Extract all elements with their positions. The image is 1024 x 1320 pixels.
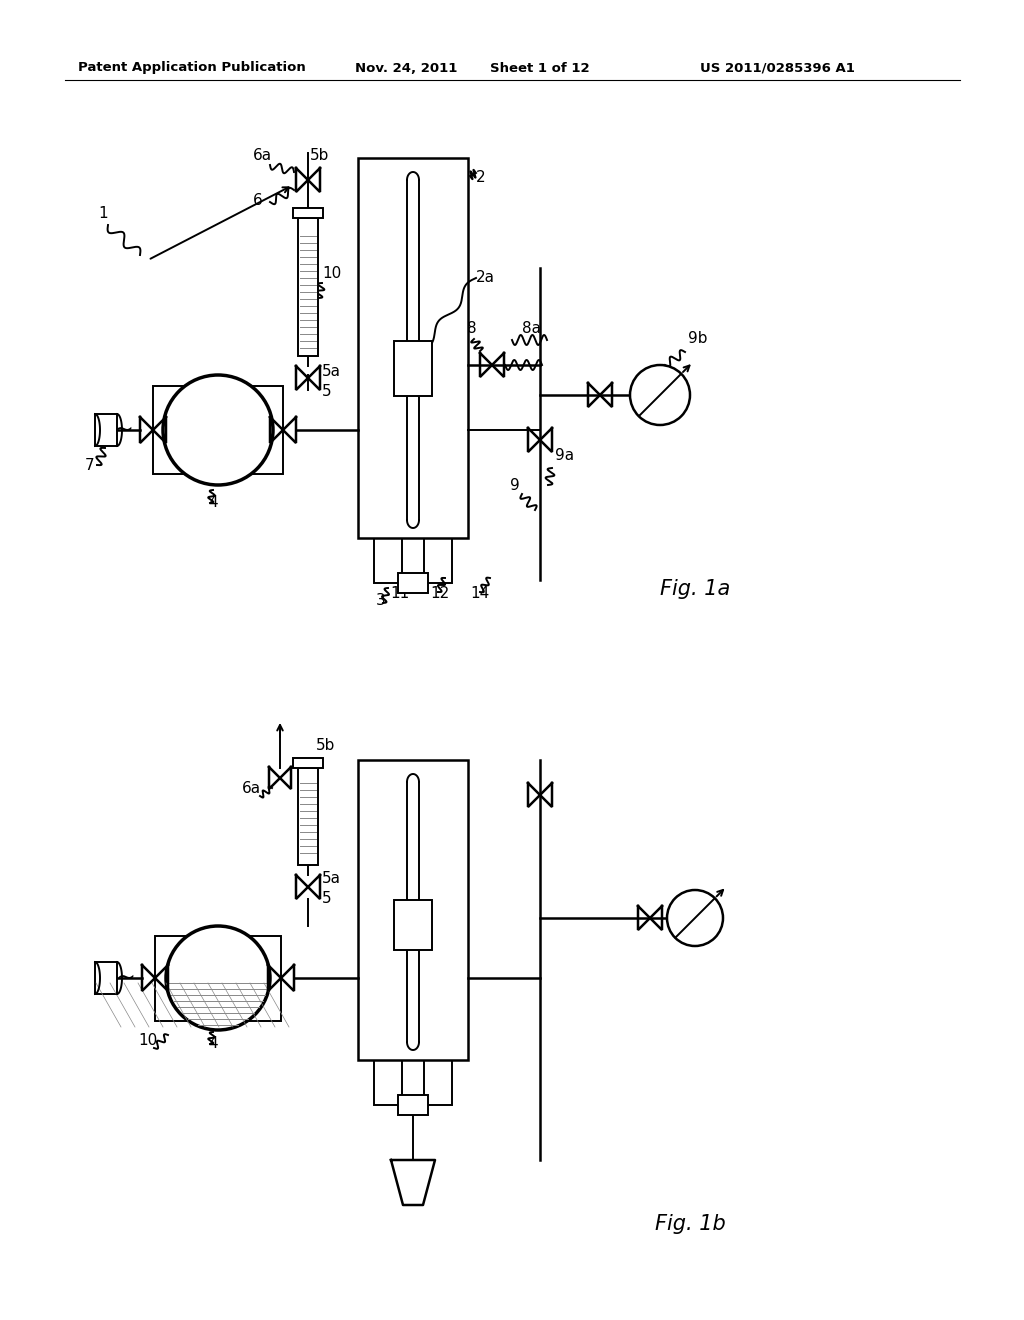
Text: 5b: 5b	[310, 148, 330, 162]
Text: 4: 4	[208, 495, 218, 510]
Text: 7: 7	[85, 458, 94, 473]
Bar	[155, 936, 281, 1020]
Bar	[394, 341, 432, 396]
Text: 10: 10	[322, 267, 341, 281]
Bar	[95, 962, 117, 994]
Text: Sheet 1 of 12: Sheet 1 of 12	[490, 62, 590, 74]
Circle shape	[166, 927, 270, 1030]
Text: 5: 5	[322, 384, 332, 400]
Bar	[424, 539, 452, 583]
Text: 9: 9	[510, 478, 520, 492]
Circle shape	[163, 375, 273, 484]
Text: Nov. 24, 2011: Nov. 24, 2011	[355, 62, 458, 74]
Bar	[374, 539, 402, 583]
Text: 2a: 2a	[476, 271, 495, 285]
Text: Fig. 1a: Fig. 1a	[660, 579, 730, 599]
Text: 5: 5	[322, 891, 332, 906]
Bar	[298, 218, 318, 356]
Bar	[374, 1060, 402, 1105]
Bar	[394, 900, 432, 950]
Text: 9a: 9a	[555, 447, 574, 463]
Text: ~: ~	[115, 966, 135, 990]
Text: 14: 14	[470, 586, 489, 601]
Text: 5b: 5b	[316, 738, 336, 754]
Text: pH2: pH2	[647, 400, 673, 413]
Bar	[293, 209, 323, 218]
Text: US 2011/0285396 A1: US 2011/0285396 A1	[700, 62, 855, 74]
Text: 6: 6	[253, 193, 263, 209]
Bar	[298, 768, 318, 865]
Text: 6a: 6a	[253, 148, 272, 162]
Bar	[398, 573, 428, 593]
Text: 5a: 5a	[322, 871, 341, 886]
Bar	[358, 760, 468, 1060]
Text: 10: 10	[138, 1034, 158, 1048]
Text: 8: 8	[467, 321, 476, 337]
Bar	[153, 385, 283, 474]
Text: 1: 1	[98, 206, 108, 220]
Text: 2: 2	[476, 170, 485, 185]
Text: Patent Application Publication: Patent Application Publication	[78, 62, 306, 74]
Text: 6a: 6a	[242, 781, 261, 796]
Text: 8a: 8a	[522, 321, 541, 337]
Circle shape	[667, 890, 723, 946]
Text: 4: 4	[208, 1036, 218, 1051]
Circle shape	[630, 366, 690, 425]
Bar	[95, 414, 117, 446]
Bar	[424, 1060, 452, 1105]
Text: Fig. 1b: Fig. 1b	[655, 1214, 726, 1234]
Text: ~: ~	[113, 418, 133, 442]
Text: 11: 11	[390, 586, 410, 601]
Bar	[398, 1096, 428, 1115]
Bar	[293, 758, 323, 768]
Text: 12: 12	[430, 586, 450, 601]
Bar	[358, 158, 468, 539]
Text: 3: 3	[376, 593, 386, 609]
Text: 9b: 9b	[688, 331, 708, 346]
Text: 5a: 5a	[322, 364, 341, 380]
